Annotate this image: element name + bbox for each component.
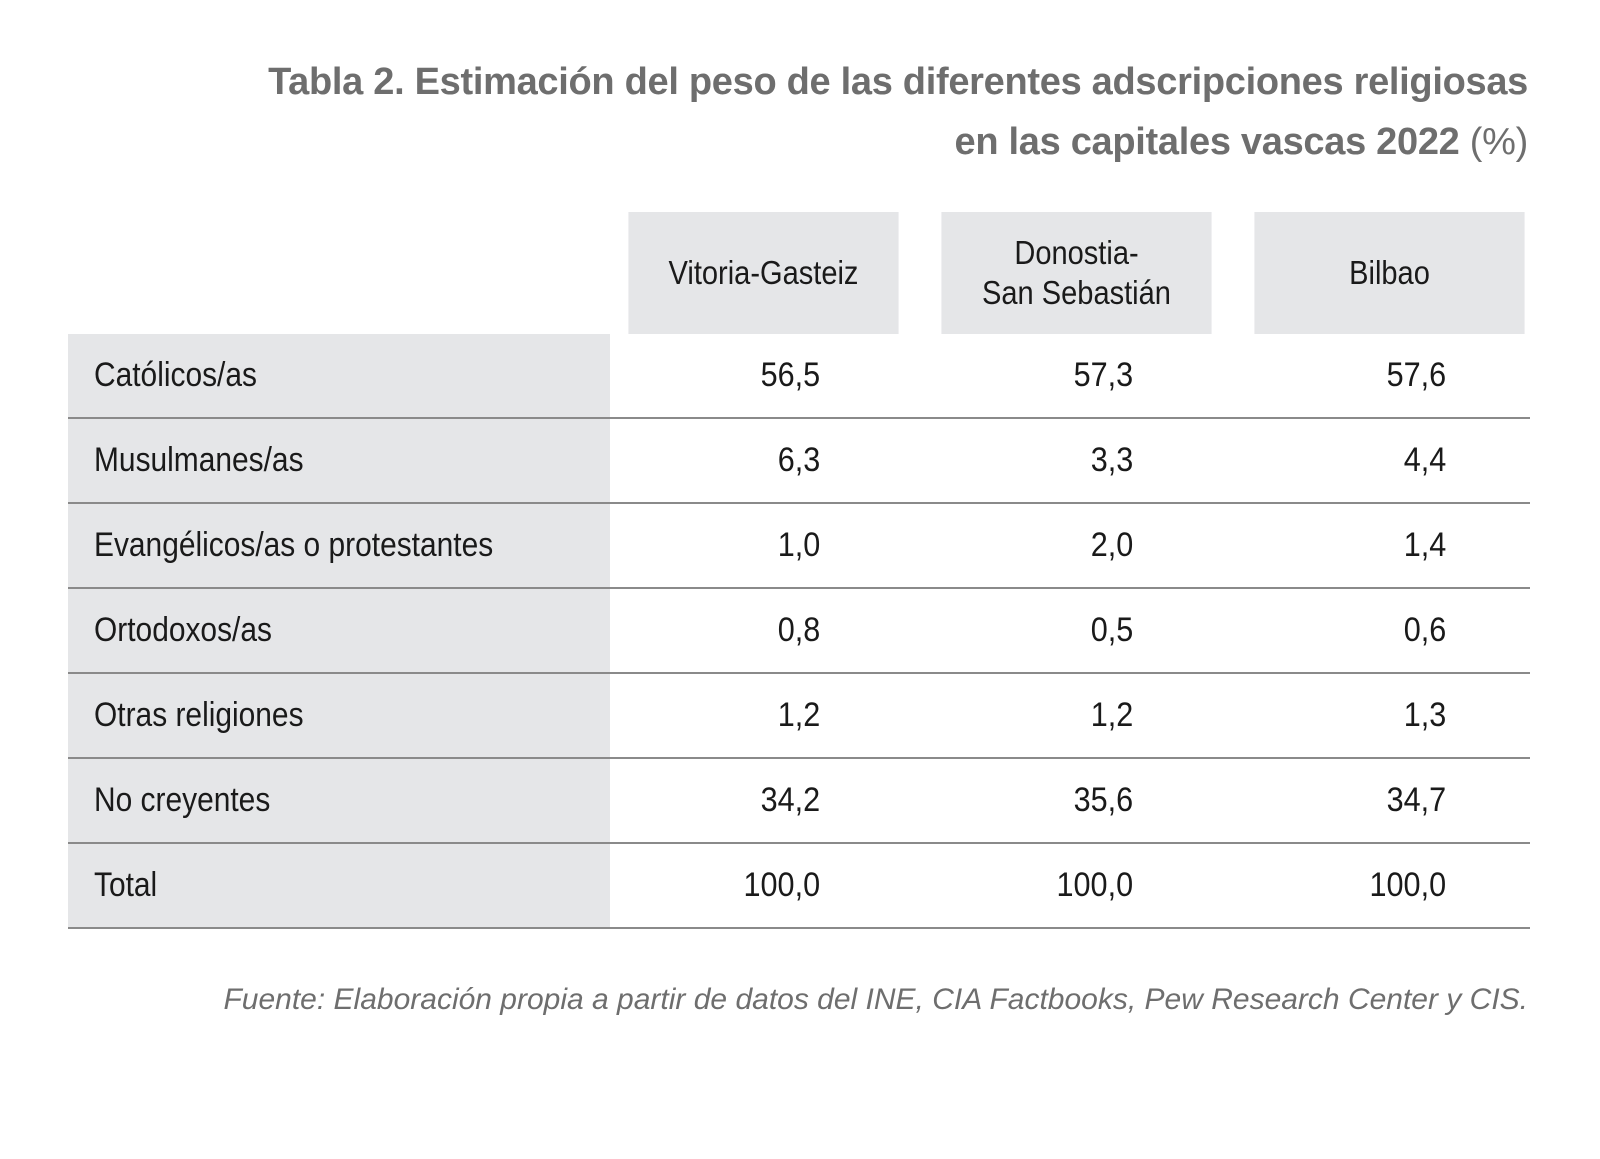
table-cell: 100,0 bbox=[1056, 866, 1133, 904]
table-row: Evangélicos/as o protestantes 1,0 2,0 1,… bbox=[68, 504, 1530, 589]
table-cell: 34,7 bbox=[1386, 781, 1446, 819]
table-cell: 100,0 bbox=[1369, 866, 1446, 904]
table-title: Tabla 2. Estimación del peso de las dife… bbox=[128, 52, 1528, 172]
table-cell: 1,2 bbox=[777, 696, 820, 734]
table-row: Ortodoxos/as 0,8 0,5 0,6 bbox=[68, 589, 1530, 674]
table-cell: 100,0 bbox=[743, 866, 820, 904]
table-row: Otras religiones 1,2 1,2 1,3 bbox=[68, 674, 1530, 759]
table-cell: 3,3 bbox=[1090, 441, 1133, 479]
table-cell: 35,6 bbox=[1073, 781, 1133, 819]
row-label: No creyentes bbox=[68, 759, 610, 842]
table-cell: 4,4 bbox=[1403, 441, 1446, 479]
table-title-line-2: en las capitales vascas 2022 (%) bbox=[128, 112, 1529, 172]
table-cell: 1,2 bbox=[1090, 696, 1133, 734]
table-cell: 0,8 bbox=[777, 611, 820, 649]
religion-table: Vitoria-Gasteiz Donostia- San Sebastián … bbox=[68, 212, 1530, 929]
row-label: Evangélicos/as o protestantes bbox=[68, 504, 610, 587]
table-cell: 0,5 bbox=[1090, 611, 1133, 649]
table-row: Musulmanes/as 6,3 3,3 4,4 bbox=[68, 419, 1530, 504]
table-cell: 1,0 bbox=[777, 526, 820, 564]
table-cell: 0,6 bbox=[1403, 611, 1446, 649]
table-cell: 1,3 bbox=[1403, 696, 1446, 734]
row-label: Musulmanes/as bbox=[68, 419, 610, 502]
table-cell: 57,6 bbox=[1386, 356, 1446, 394]
table-cell: 57,3 bbox=[1073, 356, 1133, 394]
table-title-line-1: Tabla 2. Estimación del peso de las dife… bbox=[268, 61, 1528, 103]
table-row: No creyentes 34,2 35,6 34,7 bbox=[68, 759, 1530, 844]
row-label: Ortodoxos/as bbox=[68, 589, 610, 672]
table-cell: 56,5 bbox=[760, 356, 820, 394]
column-header-vitoria: Vitoria-Gasteiz bbox=[628, 212, 899, 334]
table-cell: 34,2 bbox=[760, 781, 820, 819]
header-blank-cell bbox=[68, 212, 610, 334]
table-title-unit: (%) bbox=[1469, 121, 1529, 163]
table-row-total: Total 100,0 100,0 100,0 bbox=[68, 844, 1530, 929]
column-header-bilbao: Bilbao bbox=[1254, 212, 1525, 334]
row-label: Total bbox=[68, 844, 610, 927]
table-title-line-2-text: en las capitales vascas 2022 bbox=[954, 121, 1460, 163]
table-header-row: Vitoria-Gasteiz Donostia- San Sebastián … bbox=[68, 212, 1530, 334]
table-row: Católicos/as 56,5 57,3 57,6 bbox=[68, 334, 1530, 419]
table-cell: 1,4 bbox=[1403, 526, 1446, 564]
row-label: Católicos/as bbox=[68, 334, 610, 417]
table-cell: 6,3 bbox=[777, 441, 820, 479]
row-label: Otras religiones bbox=[68, 674, 610, 757]
column-header-donostia: Donostia- San Sebastián bbox=[941, 212, 1212, 334]
source-note: Fuente: Elaboración propia a partir de d… bbox=[223, 983, 1528, 1016]
table-cell: 2,0 bbox=[1090, 526, 1133, 564]
